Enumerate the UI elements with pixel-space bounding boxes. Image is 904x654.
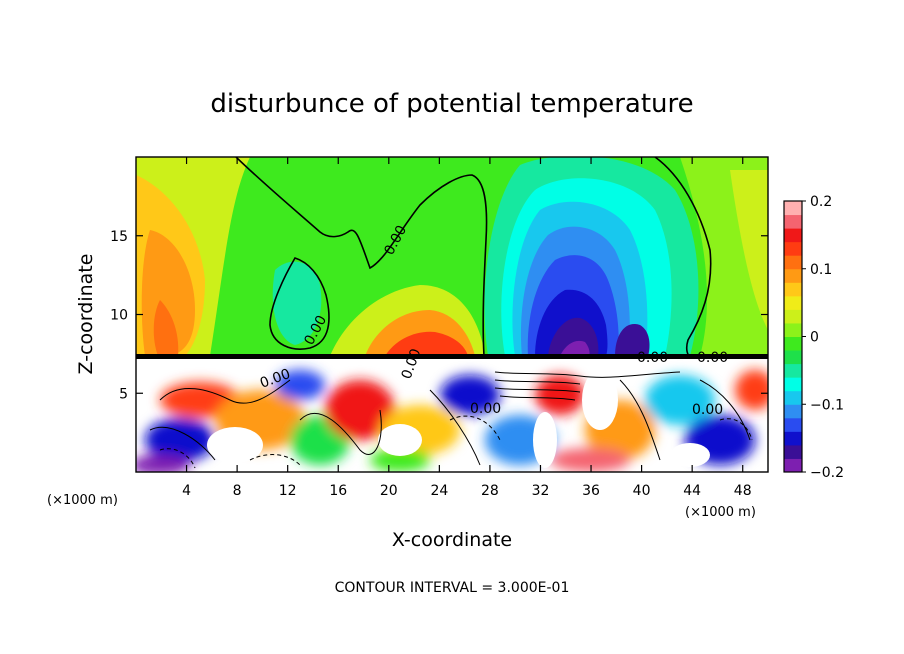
colorbar-swatch [784, 458, 802, 473]
colorbar-swatch [784, 444, 802, 459]
colorbar-swatch [784, 309, 802, 324]
colorbar-tick-label: −0.1 [810, 397, 844, 413]
colorbar-swatch [784, 255, 802, 270]
x-tick-label: 4 [182, 483, 191, 499]
upper-contours [235, 157, 712, 357]
colorbar-swatch [784, 241, 802, 256]
cold-region-side [615, 324, 650, 356]
x-tick-label: 32 [532, 483, 550, 499]
x-tick-label: 8 [233, 483, 242, 499]
y-axis: 5 10 15 [110, 229, 768, 402]
colorbar-swatch [784, 404, 802, 419]
colorbar-tick-label: 0 [810, 330, 819, 346]
x-tick-label: 24 [430, 483, 448, 499]
white-patch-4 [533, 412, 557, 468]
colorbar-swatch [784, 363, 802, 378]
colorbar-swatch [784, 377, 802, 392]
colorbar-swatch [784, 431, 802, 446]
contour-label: 0.00 [637, 350, 668, 366]
y-tick-label: 5 [119, 386, 128, 402]
cold-region-minimum [560, 340, 590, 356]
colorbar-swatch [784, 214, 802, 229]
y-tick-label: 10 [110, 308, 128, 324]
colorbar-swatch [784, 322, 802, 337]
chart-title: disturbunce of potential temperature [210, 89, 693, 119]
contour-interval-note: CONTOUR INTERVAL = 3.000E-01 [335, 580, 570, 596]
warm-region-center-deep [385, 331, 468, 356]
y-tick-label: 15 [110, 229, 128, 245]
x-unit-right: (×1000 m) [685, 505, 756, 520]
white-patch-3 [582, 370, 618, 430]
colorbar-swatch [784, 228, 802, 243]
colorbar-swatch [784, 201, 802, 216]
x-axis: 4 8 12 16 20 24 28 32 36 40 44 48 [182, 157, 752, 499]
contour-zero-3 [654, 157, 712, 357]
colorbar-swatch [784, 295, 802, 310]
colorbar-swatch [784, 350, 802, 365]
x-tick-label: 40 [633, 483, 651, 499]
colorbar-swatch [784, 417, 802, 432]
y-axis-title: Z-coordinate [75, 254, 97, 375]
x-unit-left: (×1000 m) [47, 493, 118, 508]
x-tick-label: 12 [279, 483, 297, 499]
lower-turbulent-field [136, 356, 768, 472]
contour-label: 0.00 [470, 401, 501, 417]
x-tick-label: 16 [329, 483, 347, 499]
warm-core-deep [153, 300, 179, 356]
x-tick-label: 20 [380, 483, 398, 499]
upper-field [136, 157, 768, 356]
interface-band [136, 354, 768, 359]
colorbar-tick-label: 0.1 [810, 262, 832, 278]
white-patch-5 [670, 443, 710, 467]
white-patch-1 [207, 427, 263, 463]
colorbar-swatch [784, 390, 802, 405]
x-axis-title: X-coordinate [392, 529, 512, 551]
x-tick-label: 44 [683, 483, 701, 499]
contour-zero-1 [235, 157, 488, 357]
colorbar-tick-label: −0.2 [810, 465, 844, 481]
x-tick-label: 28 [481, 483, 499, 499]
contour-label: 0.00 [692, 402, 723, 418]
colorbar-swatch [784, 336, 802, 351]
x-tick-label: 36 [582, 483, 600, 499]
white-patch-2 [378, 424, 422, 456]
colorbar-swatch [784, 282, 802, 297]
contour-zero-2 [269, 257, 330, 350]
warm-region-right-core [730, 170, 768, 330]
colorbar-tick-label: 0.2 [810, 194, 832, 210]
colorbar-swatch [784, 268, 802, 283]
x-tick-label: 48 [734, 483, 752, 499]
contour-label: 0.00 [697, 350, 728, 366]
cool-region-small [272, 261, 322, 345]
heatmap-plot-area [136, 157, 768, 472]
colorbar: 0.2 0.1 0 −0.1 −0.2 [783, 194, 844, 481]
